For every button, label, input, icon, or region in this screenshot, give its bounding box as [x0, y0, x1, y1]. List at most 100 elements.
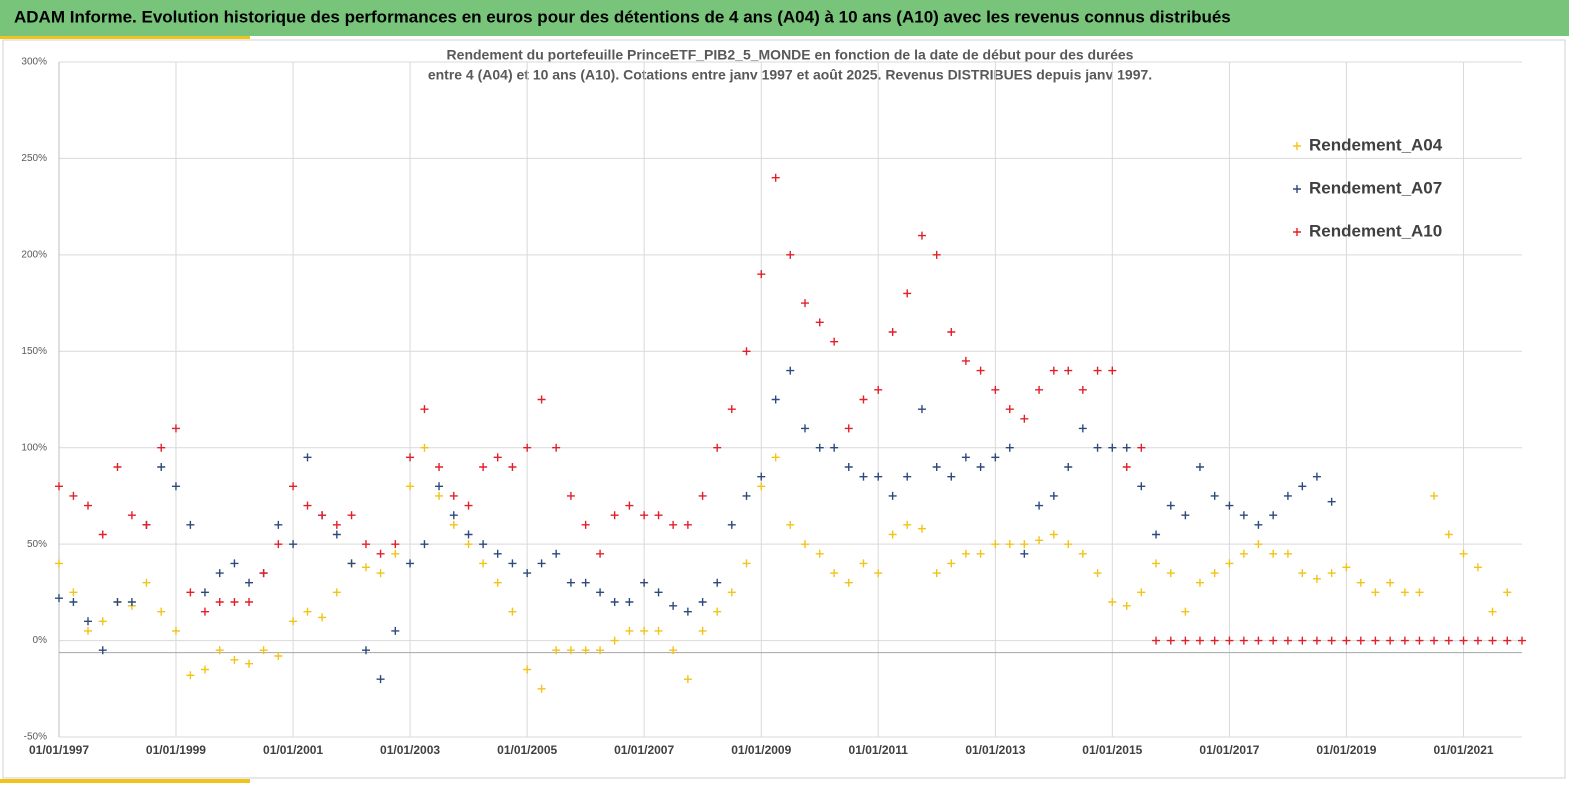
legend-marker [1293, 185, 1301, 193]
marker [361, 563, 370, 572]
marker [464, 540, 473, 549]
marker [698, 491, 707, 500]
marker [479, 463, 488, 471]
marker [1327, 497, 1336, 506]
marker [1181, 636, 1190, 645]
marker [537, 684, 546, 693]
marker [771, 453, 780, 462]
y-tick-label: 50% [27, 539, 47, 550]
marker [640, 511, 649, 520]
marker [435, 482, 444, 491]
marker [1459, 636, 1468, 645]
marker [479, 540, 488, 549]
legend-label: Rendement_A04 [1309, 135, 1443, 154]
marker [406, 482, 415, 491]
marker [888, 530, 897, 539]
marker [303, 501, 312, 510]
marker [1503, 636, 1512, 645]
marker [1152, 559, 1161, 568]
marker [874, 472, 883, 481]
x-tick-label: 01/01/2001 [263, 743, 323, 757]
marker [976, 366, 985, 375]
marker [581, 646, 590, 655]
marker [815, 549, 824, 558]
marker [55, 594, 63, 603]
marker [186, 588, 195, 597]
marker [435, 463, 444, 471]
marker [1225, 559, 1234, 568]
marker [1312, 472, 1321, 481]
marker [1503, 588, 1512, 597]
marker [786, 520, 795, 529]
marker [1049, 491, 1058, 500]
marker [1239, 511, 1248, 520]
marker [1400, 588, 1409, 597]
marker [1108, 598, 1117, 606]
marker [84, 626, 93, 635]
marker [566, 491, 575, 500]
marker [961, 549, 970, 558]
marker [610, 511, 619, 520]
marker [1078, 424, 1087, 433]
marker [640, 626, 649, 635]
marker [1400, 636, 1409, 645]
marker [830, 337, 839, 346]
marker [683, 520, 692, 529]
header-title: ADAM Informe. Evolution historique des p… [14, 7, 1231, 26]
marker [391, 549, 400, 558]
marker [1356, 578, 1365, 587]
x-tick-label: 01/01/2003 [380, 743, 440, 757]
marker [1210, 569, 1219, 578]
marker [332, 530, 341, 539]
marker [1298, 636, 1307, 645]
marker [1488, 607, 1497, 616]
x-tick-label: 01/01/2019 [1316, 743, 1376, 757]
marker [361, 540, 370, 549]
marker [742, 491, 751, 500]
marker [376, 549, 385, 558]
marker [947, 559, 956, 568]
legend-marker [1293, 142, 1301, 150]
marker [1122, 601, 1131, 610]
marker [947, 472, 956, 481]
marker [142, 520, 151, 529]
marker [654, 626, 663, 635]
marker [84, 501, 93, 510]
marker [757, 482, 766, 491]
marker [1195, 636, 1204, 645]
marker [932, 463, 941, 471]
marker [654, 511, 663, 520]
marker [991, 540, 1000, 549]
marker [757, 270, 766, 279]
marker [303, 453, 312, 462]
marker [859, 472, 868, 481]
marker [98, 530, 107, 539]
marker [1239, 549, 1248, 558]
marker [274, 520, 283, 529]
marker [449, 511, 458, 520]
marker [157, 443, 166, 452]
marker [1166, 501, 1175, 510]
marker [55, 559, 63, 568]
marker [157, 463, 166, 471]
marker [157, 607, 166, 616]
marker [1049, 530, 1058, 539]
marker [1122, 443, 1131, 452]
marker [596, 588, 605, 597]
marker [1064, 463, 1073, 471]
marker [508, 463, 517, 471]
marker [508, 559, 517, 568]
marker [683, 607, 692, 616]
x-tick-label: 01/01/2005 [497, 743, 557, 757]
marker [1225, 501, 1234, 510]
marker [55, 482, 63, 491]
marker [420, 405, 429, 414]
marker [1210, 491, 1219, 500]
marker [844, 578, 853, 587]
marker [771, 395, 780, 404]
marker [1312, 574, 1321, 583]
marker [1327, 569, 1336, 578]
marker [1371, 636, 1380, 645]
marker [713, 607, 722, 616]
marker [1312, 636, 1321, 645]
